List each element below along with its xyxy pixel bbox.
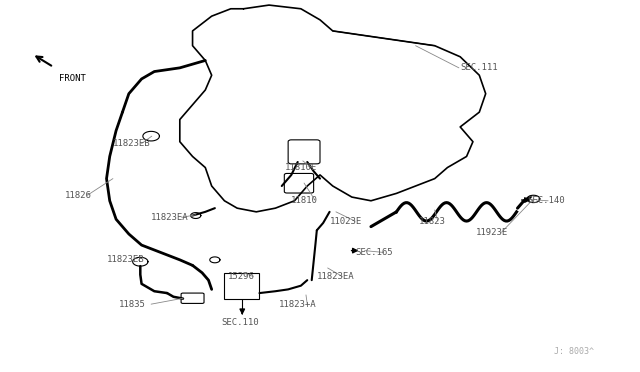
Text: SEC.111: SEC.111	[460, 63, 498, 72]
FancyBboxPatch shape	[284, 173, 314, 193]
FancyBboxPatch shape	[225, 273, 259, 299]
Text: 11823EA: 11823EA	[317, 272, 355, 281]
FancyBboxPatch shape	[181, 293, 204, 304]
Text: 11023E: 11023E	[330, 217, 362, 225]
Text: 11823+A: 11823+A	[278, 300, 316, 309]
Text: SEC.140: SEC.140	[527, 196, 564, 205]
Text: 11823EA: 11823EA	[151, 213, 189, 222]
Text: SEC.110: SEC.110	[221, 318, 259, 327]
Text: 11823: 11823	[419, 217, 445, 225]
Text: 11823EB: 11823EB	[113, 139, 150, 148]
Text: 11835: 11835	[119, 300, 146, 309]
Text: 11810: 11810	[291, 196, 318, 205]
Text: 11826: 11826	[65, 191, 92, 200]
Text: 11810E: 11810E	[285, 163, 317, 172]
Text: FRONT: FRONT	[59, 74, 86, 83]
FancyBboxPatch shape	[288, 140, 320, 164]
Text: 11923E: 11923E	[476, 228, 508, 237]
Text: 15296: 15296	[228, 272, 255, 281]
Text: 11823EB: 11823EB	[106, 255, 144, 264]
Text: J: 8003^: J: 8003^	[554, 347, 594, 356]
Text: SEC.165: SEC.165	[355, 248, 393, 257]
